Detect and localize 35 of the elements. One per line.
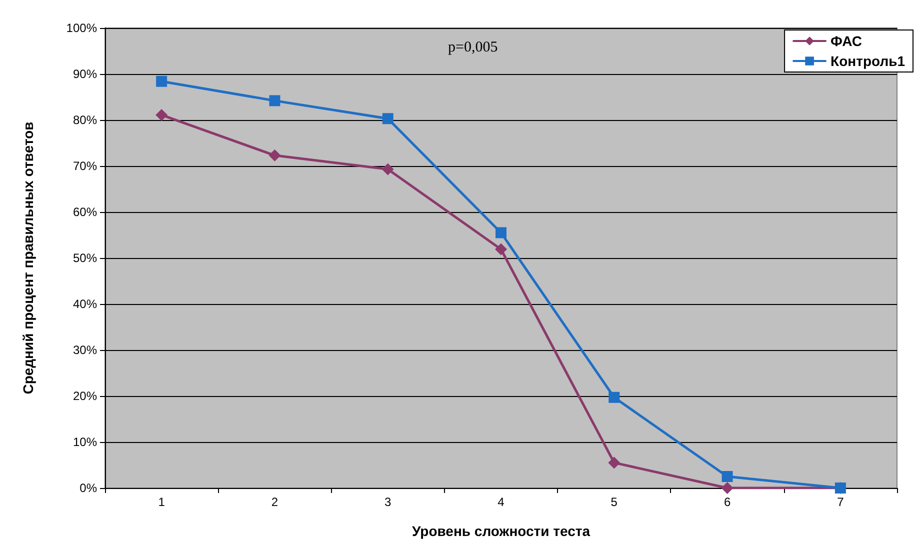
y-tick-label: 70% — [72, 159, 98, 173]
y-tick-label: 30% — [72, 343, 98, 357]
point — [495, 243, 507, 256]
y-tick-label: 0% — [80, 481, 98, 495]
point — [496, 227, 506, 238]
x-tick-label: 6 — [724, 495, 731, 509]
y-tick-label: 90% — [72, 67, 98, 81]
point — [382, 113, 394, 124]
legend-label: Контроль1 — [830, 53, 906, 69]
x-axis-title: Уровень сложности теста — [412, 523, 590, 539]
x-tick-label: 5 — [610, 495, 618, 509]
point — [156, 76, 168, 87]
point — [156, 108, 168, 121]
x-tick-label: 3 — [384, 495, 392, 509]
x-tick-label: 4 — [498, 495, 505, 509]
annotation: p=0,005 — [448, 40, 498, 56]
point — [608, 392, 620, 403]
point — [608, 456, 620, 469]
y-tick-label: 80% — [72, 113, 98, 127]
y-tick-label: 20% — [72, 389, 98, 403]
x-tick-label: 7 — [837, 495, 844, 509]
legend-label: ФАС — [830, 33, 862, 49]
y-tick-label: 60% — [72, 205, 98, 219]
y-tick-label: 40% — [72, 297, 98, 311]
point — [269, 95, 280, 106]
y-tick-label: 100% — [66, 21, 98, 35]
y-axis-title: Средний процент правильных ответов — [20, 121, 36, 394]
y-tick-label: 50% — [72, 251, 98, 265]
point — [722, 471, 733, 482]
point — [268, 149, 281, 162]
point — [721, 482, 734, 494]
y-tick-label: 10% — [72, 435, 98, 449]
point — [382, 163, 394, 176]
x-tick-label: 2 — [271, 495, 278, 509]
x-tick-label: 1 — [158, 495, 166, 509]
